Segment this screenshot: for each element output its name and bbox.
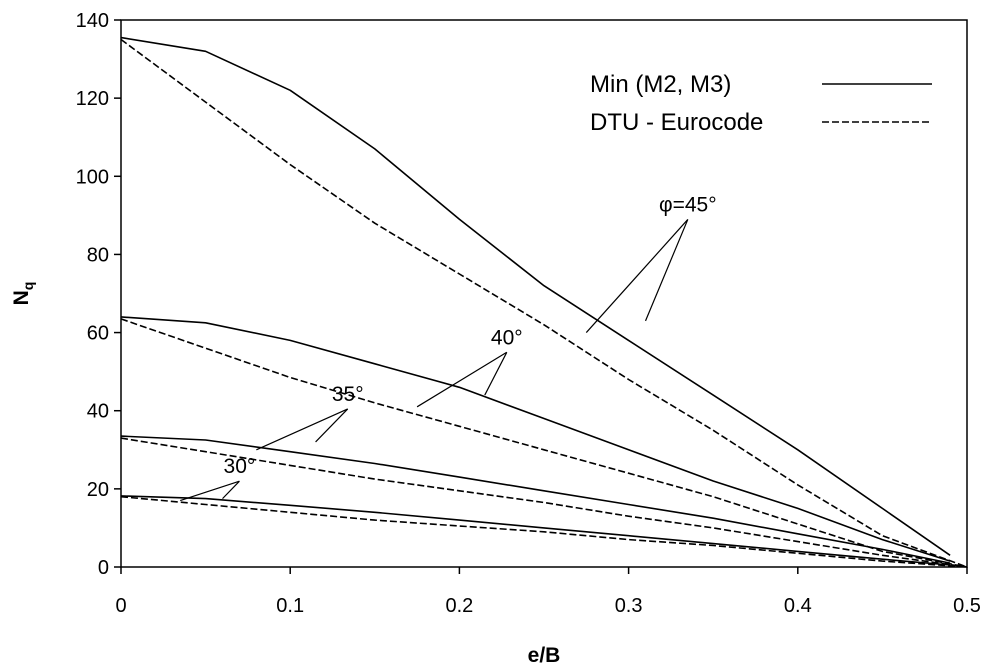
x-tick-label: 0.4 [784, 595, 812, 617]
plot-frame [121, 20, 967, 567]
y-axis-title: Nq [10, 282, 36, 306]
x-axis-title: e/B [528, 644, 561, 667]
y-tick-label: 0 [98, 557, 109, 579]
y-tick-label: 20 [87, 479, 109, 501]
series-line-dtu-45 [121, 40, 967, 568]
legend: Min (M2, M3) DTU - Eurocode [590, 71, 932, 136]
series-line-dtu-30 [121, 497, 967, 567]
y-axis-ticks: 0 20 40 60 80 100 120 140 [76, 10, 121, 579]
annotation-label: 35° [332, 383, 364, 406]
annotation-leader-line [586, 219, 688, 332]
annotation-label: φ=45° [659, 193, 717, 216]
y-tick-label: 100 [76, 166, 109, 188]
annotation-label: 30° [224, 455, 256, 478]
y-axis-title-main: N [10, 290, 33, 305]
y-axis-title-subscript: q [20, 282, 36, 291]
x-tick-label: 0.5 [953, 595, 981, 617]
legend-label: Min (M2, M3) [590, 71, 731, 98]
x-tick-label: 0.3 [615, 595, 643, 617]
x-tick-label: 0.1 [276, 595, 304, 617]
series-layer [121, 38, 967, 567]
annotation-layer: φ=45° 40° 35° 30° [180, 193, 716, 500]
y-tick-label: 60 [87, 323, 109, 345]
x-tick-label: 0.2 [445, 595, 473, 617]
series-line-min-40 [121, 317, 950, 561]
annotation-leader-line [316, 409, 348, 442]
x-axis-ticks: 0 0.1 0.2 0.3 0.4 0.5 [115, 567, 980, 617]
annotation-leader-line [646, 219, 688, 320]
annotation-leader-line [256, 409, 347, 450]
y-tick-label: 140 [76, 10, 109, 32]
series-line-dtu-40 [121, 319, 967, 567]
y-tick-label: 120 [76, 88, 109, 110]
legend-label: DTU - Eurocode [590, 109, 763, 136]
y-tick-label: 80 [87, 244, 109, 266]
x-tick-label: 0 [115, 595, 126, 617]
annotation-label: 40° [491, 326, 523, 349]
y-tick-label: 40 [87, 401, 109, 423]
plot-border [121, 20, 967, 567]
